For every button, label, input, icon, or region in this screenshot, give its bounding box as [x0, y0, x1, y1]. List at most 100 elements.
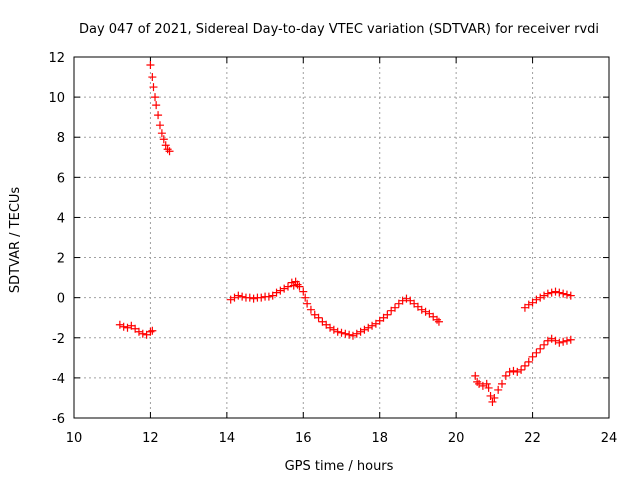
data-point	[536, 293, 545, 302]
data-point	[326, 323, 335, 332]
data-point	[517, 365, 526, 374]
x-axis-tick-labels: 10 12 14 16 18 20 22 24	[66, 431, 618, 446]
data-point	[249, 294, 258, 303]
data-point	[540, 291, 549, 300]
data-point	[566, 291, 575, 300]
data-point	[547, 288, 556, 297]
data-point	[356, 327, 365, 336]
y-tick-label: 6	[57, 171, 65, 186]
data-point	[562, 336, 571, 345]
data-point	[566, 335, 575, 344]
data-point	[329, 325, 338, 334]
data-point	[488, 397, 497, 406]
data-point	[475, 379, 484, 388]
data-point	[148, 73, 157, 82]
data-point	[498, 379, 506, 388]
data-point	[562, 290, 571, 299]
y-tick-label: 4	[57, 211, 65, 226]
series-segment-5	[520, 287, 575, 312]
data-point	[226, 295, 235, 304]
x-tick-label: 12	[142, 431, 159, 446]
x-tick-label: 22	[524, 431, 541, 446]
data-point	[134, 327, 143, 336]
data-point	[163, 145, 172, 154]
data-point	[161, 141, 170, 150]
x-tick-label: 14	[219, 431, 236, 446]
data-point	[138, 329, 147, 338]
data-point	[276, 286, 285, 295]
data-point	[119, 322, 128, 331]
y-tick-label: -6	[52, 412, 65, 427]
x-tick-label: 24	[601, 431, 618, 446]
data-point	[264, 292, 273, 301]
data-point	[421, 307, 430, 316]
y-tick-label: 8	[57, 131, 65, 146]
data-point	[341, 329, 350, 338]
data-point	[478, 381, 487, 390]
data-point	[314, 313, 323, 322]
data-point	[345, 330, 354, 339]
data-point	[157, 129, 166, 138]
data-point	[484, 383, 493, 392]
data-point	[383, 310, 392, 319]
data-point	[299, 287, 308, 296]
data-point	[536, 344, 545, 353]
data-point	[360, 325, 369, 334]
data-point	[551, 287, 560, 296]
data-point	[257, 293, 266, 302]
data-point	[245, 293, 254, 302]
data-point	[543, 289, 552, 298]
data-point	[547, 334, 556, 343]
data-point	[149, 83, 158, 92]
data-point	[303, 299, 312, 308]
data-point	[398, 296, 407, 305]
series-segment-4	[471, 334, 575, 406]
data-point	[301, 293, 310, 302]
data-point	[148, 326, 157, 335]
data-point	[528, 352, 537, 361]
data-point	[513, 367, 522, 376]
data-point	[337, 328, 346, 337]
data-point	[352, 329, 361, 338]
plot-frame	[73, 56, 610, 419]
data-point	[165, 147, 174, 156]
chart-title: Day 047 of 2021, Sidereal Day-to-day VTE…	[79, 22, 599, 37]
data-point	[230, 293, 239, 302]
grid-lines	[74, 57, 609, 418]
data-point	[434, 317, 443, 326]
data-point	[555, 338, 564, 347]
data-point	[433, 315, 442, 324]
data-point	[494, 385, 503, 394]
data-point	[524, 357, 533, 366]
data-point	[471, 371, 480, 380]
data-point	[532, 295, 541, 304]
data-point	[559, 337, 568, 346]
data-point	[540, 340, 549, 349]
data-point	[333, 327, 342, 336]
y-tick-label: 2	[57, 252, 65, 267]
data-point	[473, 377, 482, 386]
data-point	[559, 289, 568, 298]
data-point	[490, 393, 499, 402]
data-point	[146, 327, 155, 336]
data-point	[146, 61, 155, 70]
x-tick-label: 20	[448, 431, 465, 446]
y-tick-label: 12	[48, 51, 65, 66]
data-points	[115, 61, 575, 406]
data-point	[532, 348, 541, 357]
y-tick-label: 10	[48, 91, 65, 106]
data-point	[234, 291, 243, 300]
y-tick-label: 0	[57, 292, 65, 307]
data-point	[524, 300, 533, 309]
x-tick-label: 10	[66, 431, 83, 446]
data-point	[284, 282, 292, 291]
data-point	[391, 303, 399, 312]
data-point	[123, 323, 132, 332]
y-axis-tick-labels: -6 -4 -2 0 2 4 6 8 10 12	[48, 51, 65, 427]
data-point	[402, 294, 411, 303]
data-point	[520, 361, 529, 370]
data-point	[152, 101, 161, 110]
data-point	[364, 323, 373, 332]
data-point	[289, 281, 298, 290]
